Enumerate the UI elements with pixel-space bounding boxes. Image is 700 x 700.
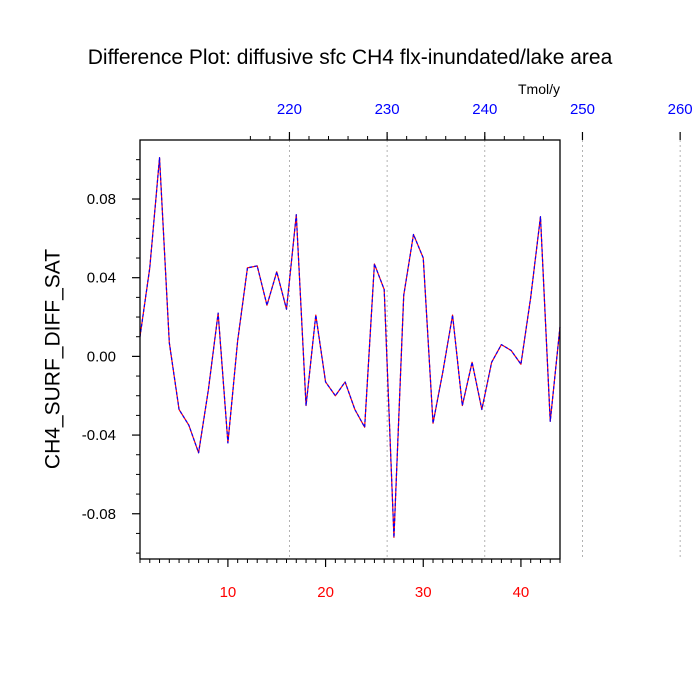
chart-title: Difference Plot: diffusive sfc CH4 flx-i… [88,46,613,69]
series-line-red [139,157,561,538]
x-tick-label: 20 [317,584,334,601]
top-tick-label: 240 [472,101,497,118]
y-tick-label: 0.04 [87,270,116,287]
series-group [139,157,561,538]
plot-frame [139,139,561,560]
y-axis-label: CH4_SURF_DIFF_SAT [41,249,64,469]
x-tick-label: 10 [220,584,237,601]
tick-labels: 220 230 240 250 260 10 20 30 40 0.08 0.04 0.00 -0.04… [82,101,693,601]
top-tick-label: 220 [277,101,302,118]
top-tick-label: 260 [668,101,693,118]
x-tick-label: 40 [513,584,530,601]
top-axis-unit: Tmol/y [518,81,560,97]
y-tick-label: 0.00 [87,348,116,365]
series-line-blue [139,157,561,538]
grid-lines [289,140,681,559]
x-tick-label: 30 [415,584,432,601]
y-tick-label: -0.08 [82,506,116,523]
top-tick-label: 250 [570,101,595,118]
y-tick-label: 0.08 [87,191,116,208]
axis-ticks [132,132,681,567]
y-tick-label: -0.04 [82,427,116,444]
top-tick-label: 230 [375,101,400,118]
